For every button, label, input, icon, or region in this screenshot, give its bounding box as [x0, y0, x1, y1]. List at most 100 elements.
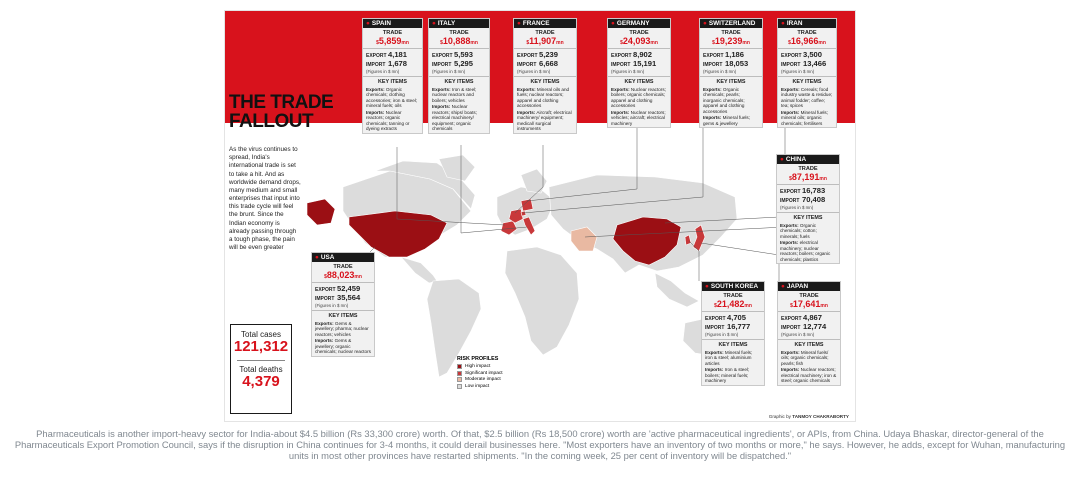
imports-text: Aircraft; electrical machinery/ equipmen…	[517, 109, 572, 132]
key-imports: Imports: Mineral fuels; mineral oils; or…	[781, 110, 833, 127]
import-value: 13,466	[803, 58, 827, 68]
imports-text: Mineral fuels; mineral oils; organic che…	[781, 109, 828, 126]
card-divider	[778, 76, 836, 78]
import-row: IMPORT 35,564	[315, 293, 371, 303]
card-divider	[702, 339, 764, 341]
card-divider	[778, 311, 840, 313]
export-label: EXPORT	[611, 53, 632, 60]
key-items-heading: KEY ITEMS	[793, 215, 823, 222]
import-value: 1,678	[388, 58, 408, 68]
key-exports: Exports: Iron & steel; nuclear reactors …	[432, 87, 486, 104]
country-card-south-korea: ● SOUTH KOREA TRADE $21,482mn EXPORT 4,705 IMP…	[701, 281, 765, 386]
country-card-switzerland: ● SWITZERLAND TRADE $19,239mn EXPORT 1,186 IMP…	[699, 18, 763, 128]
bullet-icon: ●	[781, 283, 785, 290]
export-row: EXPORT 3,500	[781, 50, 833, 60]
trade-amount: 10,888	[442, 35, 471, 46]
total-deaths-label: Total deaths	[239, 364, 283, 374]
currency-symbol: $	[790, 302, 793, 309]
card-divider	[608, 76, 670, 78]
import-label: IMPORT	[705, 324, 725, 331]
legend-title: RISK PROFILES	[457, 356, 499, 362]
landmass-scandinavia	[520, 168, 548, 194]
trade-label: TRADE	[629, 30, 649, 36]
country-card-header: ● CHINA	[777, 155, 839, 164]
trade-unit: mn	[650, 39, 658, 46]
figures-note: (Figures in $ mn)	[432, 68, 466, 74]
key-exports: Exports: Mineral oils and fuels; nuclear…	[517, 87, 573, 109]
exports-text: Organic chemicals; cotton; minerals; fue…	[780, 222, 817, 239]
imports-text: Gems & jewellery; organic chemicals; nuc…	[315, 338, 371, 354]
trade-amount: 24,093	[622, 35, 651, 46]
export-value: 16,783	[802, 186, 826, 196]
trade-label: TRADE	[797, 30, 817, 36]
imports-label: Imports:	[780, 240, 799, 245]
exports-text: Mineral fuels; iron & steel; aluminium a…	[705, 349, 753, 366]
country-italy	[522, 216, 536, 236]
currency-symbol: $	[712, 39, 715, 46]
bullet-icon: ●	[611, 20, 615, 27]
country-card-header: ● SWITZERLAND	[700, 19, 762, 28]
key-imports: Imports: Nuclear reactors; vehicles; air…	[611, 110, 667, 127]
intro-text: As the virus continues to spread, India'…	[229, 146, 301, 252]
currency-symbol: $	[620, 39, 623, 46]
exports-text: Organic chemicals; pearls; inorganic che…	[703, 86, 745, 114]
import-label: IMPORT	[781, 324, 801, 331]
country-card-header: ● JAPAN	[778, 282, 840, 291]
exports-label: Exports:	[780, 222, 799, 228]
trade-amount: 16,966	[790, 35, 819, 46]
figures-note: (Figures in $ mn)	[366, 68, 400, 74]
export-value: 8,902	[633, 50, 653, 60]
key-items-heading: KEY ITEMS	[718, 342, 748, 349]
country-usa	[348, 210, 448, 258]
figures-note: (Figures in $ mn)	[705, 331, 739, 337]
bullet-icon: ●	[432, 20, 436, 27]
country-card-usa: ● USA TRADE $88,023mn EXPORT 52,459 IMPORT 35,5…	[311, 252, 375, 357]
exports-label: Exports:	[315, 320, 334, 326]
export-label: EXPORT	[781, 316, 802, 323]
currency-symbol: $	[788, 39, 791, 46]
trade-label: TRADE	[535, 30, 555, 36]
export-value: 52,459	[337, 284, 361, 294]
imports-label: Imports:	[611, 109, 630, 115]
key-imports: Imports: Nuclear reactors; ships/ boats;…	[432, 104, 486, 132]
export-label: EXPORT	[517, 53, 538, 60]
figures-note: (Figures in $ mn)	[611, 68, 645, 74]
total-cases-value: 121,312	[233, 338, 289, 355]
country-card-germany: ● GERMANY TRADE $24,093mn EXPORT 8,902 IMPORT 1…	[607, 18, 671, 128]
legend-items: High impact Significant impact Moderate im…	[457, 364, 537, 389]
legend-label: Significant impact	[465, 370, 503, 376]
imports-text: Nuclear reactors; ships/ boats; electric…	[432, 104, 477, 131]
export-label: EXPORT	[780, 189, 801, 196]
import-row: IMPORT 16,777	[705, 322, 761, 332]
import-value: 15,191	[633, 58, 657, 68]
trade-label: TRADE	[799, 293, 819, 299]
imports-text: Nuclear reactors; organic chemicals; tan…	[366, 109, 410, 132]
country-card-header: ● SPAIN	[363, 19, 422, 28]
card-divider	[778, 48, 836, 50]
card-divider	[777, 212, 839, 214]
export-row: EXPORT 4,705	[705, 313, 761, 323]
export-row: EXPORT 1,186	[703, 50, 759, 60]
country-france	[508, 208, 524, 224]
key-exports: Exports: Mineral fuels/ oils; organic ch…	[781, 350, 837, 367]
imports-label: Imports:	[703, 115, 722, 120]
exports-label: Exports:	[432, 86, 451, 92]
bullet-icon: ●	[517, 20, 521, 27]
import-label: IMPORT	[781, 61, 801, 68]
exports-text: Nuclear reactors; boilers; organic chemi…	[611, 86, 666, 109]
exports-label: Exports:	[517, 86, 536, 92]
figures-note: (Figures in $ mn)	[781, 68, 815, 74]
key-imports: Imports: Nuclear reactors; organic chemi…	[366, 110, 419, 132]
exports-text: Cereals; food industry waste & residue; …	[781, 86, 833, 109]
exports-text: Iron & steel; nuclear reactors and boile…	[432, 86, 477, 103]
export-label: EXPORT	[781, 53, 802, 60]
country-name: SPAIN	[371, 20, 391, 27]
total-cases-label: Total cases	[240, 330, 282, 339]
import-row: IMPORT 70,408	[780, 195, 836, 205]
key-items-heading: KEY ITEMS	[378, 79, 407, 86]
export-label: EXPORT	[432, 53, 453, 60]
country-name: JAPAN	[786, 283, 809, 290]
import-value: 12,774	[803, 321, 827, 331]
country-germany	[520, 198, 534, 212]
trade-label: TRADE	[382, 30, 403, 36]
